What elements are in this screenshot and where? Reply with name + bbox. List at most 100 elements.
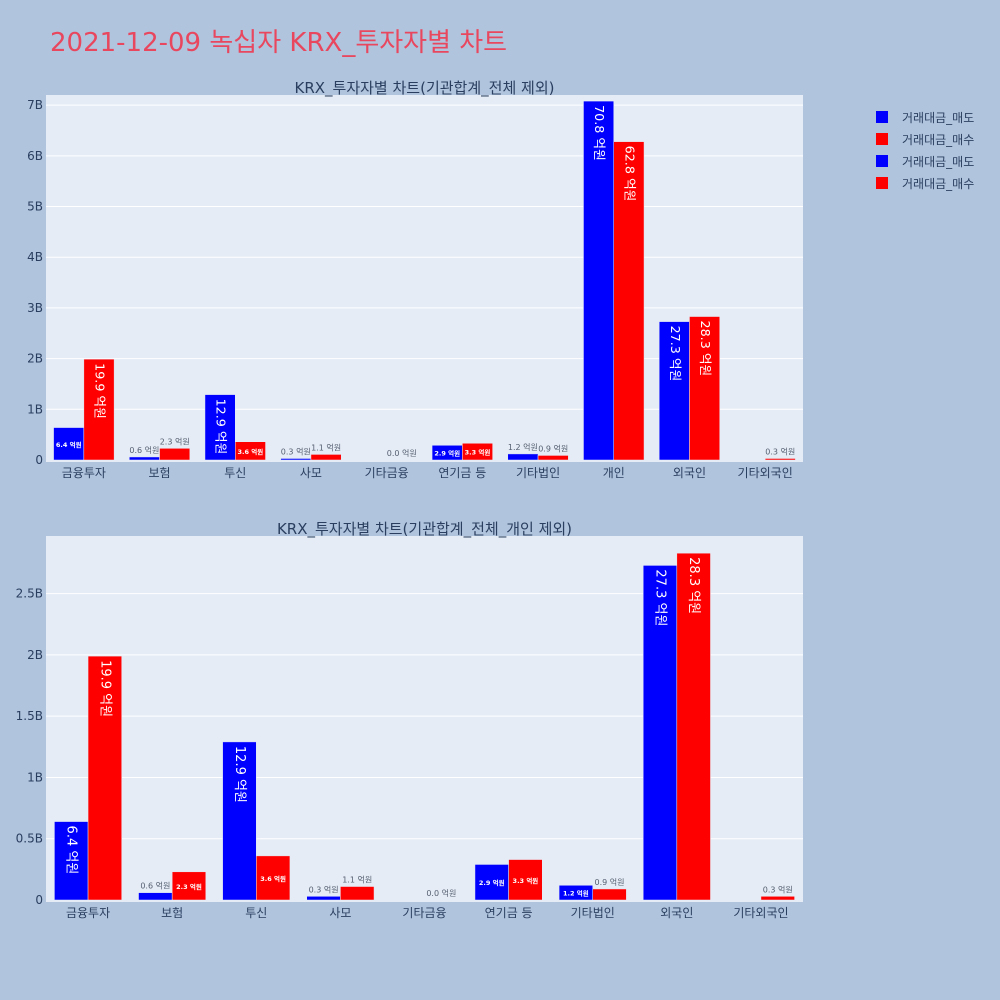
y-tick-label: 1.5B [16, 709, 43, 723]
bar [764, 458, 796, 461]
legend-swatch [876, 177, 888, 189]
chart-panel-1: 0 1B 2B 3B 4B 5B 6B 7B KRX_투자자별 차트(기관합계_전체 제외) 6.… [27, 79, 803, 480]
x-tick-label: 연기금 등 [438, 466, 486, 480]
data-label: 2.3 억원 [176, 882, 202, 891]
data-label: 27.3 억원 [653, 569, 668, 626]
legend-item[interactable]: 거래대금_매도 [876, 106, 974, 128]
bar [171, 871, 207, 901]
data-label: 3.6 억원 [260, 874, 286, 883]
x-tick-label: 기타법인 [571, 906, 615, 920]
bar [204, 394, 236, 461]
data-label: 19.9 억원 [97, 660, 112, 717]
y-tick-label: 5B [27, 200, 43, 214]
y-tick-label: 4B [27, 250, 43, 264]
y-tick-label: 3B [27, 301, 43, 315]
x-tick-label: 사모 [300, 466, 322, 480]
legend-label: 거래대금_매수 [902, 132, 975, 147]
y-tick-label: 2.5B [16, 587, 43, 601]
bar [280, 458, 312, 461]
data-label: 0.3 억원 [763, 884, 793, 894]
chart-panel-2: 0 0.5B 1B 1.5B 2B 2.5B KRX_투자자별 차트(기관합계_전체_개인 … [16, 520, 803, 920]
x-tick-label: 외국인 [673, 466, 706, 480]
data-label: 6.4 억원 [56, 440, 82, 449]
y-tick-label: 6B [27, 149, 43, 163]
y-tick-label: 1B [27, 770, 43, 784]
x-tick-label: 개인 [603, 466, 625, 480]
bar [689, 316, 720, 461]
data-label: 28.3 억원 [698, 321, 713, 377]
bar [474, 864, 509, 901]
data-label: 2.9 억원 [434, 449, 460, 458]
x-tick-label: 기타금융 [402, 906, 446, 920]
data-label: 28.3 억원 [686, 557, 701, 614]
data-label: 0.0 억원 [426, 888, 456, 898]
data-label: 0.9 억원 [538, 443, 568, 453]
bar [83, 358, 115, 461]
bar [222, 741, 257, 901]
bar [159, 448, 191, 461]
bar [676, 552, 711, 901]
chart-title: KRX_투자자별 차트(기관합계_전체_개인 제외) [277, 520, 572, 539]
bar [54, 821, 89, 901]
data-label: 70.8 억원 [592, 105, 607, 161]
page-title: 2021-12-09 녹십자 KRX_투자자별 차트 [50, 28, 508, 58]
y-tick-label: 7B [27, 98, 43, 112]
bar [613, 141, 645, 461]
legend-swatch [876, 111, 888, 123]
bar [235, 441, 266, 461]
x-tick-label: 사모 [329, 906, 351, 920]
legend-label: 거래대금_매도 [902, 154, 975, 169]
data-label: 1.2 억원 [563, 889, 589, 898]
data-label: 0.9 억원 [595, 877, 625, 887]
data-label: 0.0 억원 [387, 448, 417, 458]
legend-item[interactable]: 거래대금_매수 [876, 172, 974, 194]
data-label: 1.1 억원 [342, 875, 372, 885]
bar [642, 565, 678, 901]
legend-item[interactable]: 거래대금_매도 [876, 150, 974, 172]
data-label: 3.6 억원 [238, 447, 264, 456]
bar [310, 454, 342, 461]
bar [508, 859, 543, 901]
data-label: 3.3 억원 [513, 876, 539, 885]
x-tick-label: 기타법인 [516, 466, 560, 480]
data-label: 0.3 억원 [281, 446, 311, 456]
bar [592, 888, 627, 901]
bar [537, 455, 569, 461]
data-label: 2.3 억원 [160, 436, 190, 446]
legend: 거래대금_매도 거래대금_매수 거래대금_매도 거래대금_매수 [876, 106, 974, 194]
data-label: 2.9 억원 [479, 878, 505, 887]
y-tick-label: 1B [27, 402, 43, 416]
x-tick-label: 보험 [161, 906, 183, 920]
x-tick-label: 투신 [245, 906, 267, 920]
data-label: 12.9 억원 [214, 399, 229, 455]
y-tick-label: 2B [27, 352, 43, 366]
bar [507, 453, 539, 461]
data-label: 0.3 억원 [309, 884, 339, 894]
x-tick-label: 금융투자 [62, 466, 106, 480]
data-label: 1.2 억원 [508, 442, 538, 452]
x-tick-label: 기타외국인 [738, 466, 793, 480]
legend-label: 거래대금_매도 [902, 110, 975, 125]
data-label: 1.1 억원 [311, 442, 341, 452]
bar [760, 896, 795, 901]
bar [256, 855, 291, 901]
y-tick-label: 2B [27, 648, 43, 662]
bar [87, 655, 122, 901]
y-tick-label: 0 [35, 893, 43, 907]
x-tick-label: 투신 [224, 466, 246, 480]
data-label: 3.3 억원 [465, 448, 491, 457]
data-label: 62.8 억원 [622, 146, 637, 202]
data-label: 0.6 억원 [140, 881, 170, 891]
bar [306, 896, 341, 901]
bar [53, 427, 85, 461]
data-label: 19.9 억원 [92, 363, 107, 419]
legend-swatch [876, 155, 888, 167]
y-tick-label: 0 [35, 453, 43, 467]
legend-swatch [876, 133, 888, 145]
x-tick-label: 보험 [149, 466, 171, 480]
legend-item[interactable]: 거래대금_매수 [876, 128, 974, 150]
data-label: 0.6 억원 [129, 445, 159, 455]
legend-label: 거래대금_매수 [902, 176, 975, 191]
data-label: 0.3 억원 [765, 446, 795, 456]
